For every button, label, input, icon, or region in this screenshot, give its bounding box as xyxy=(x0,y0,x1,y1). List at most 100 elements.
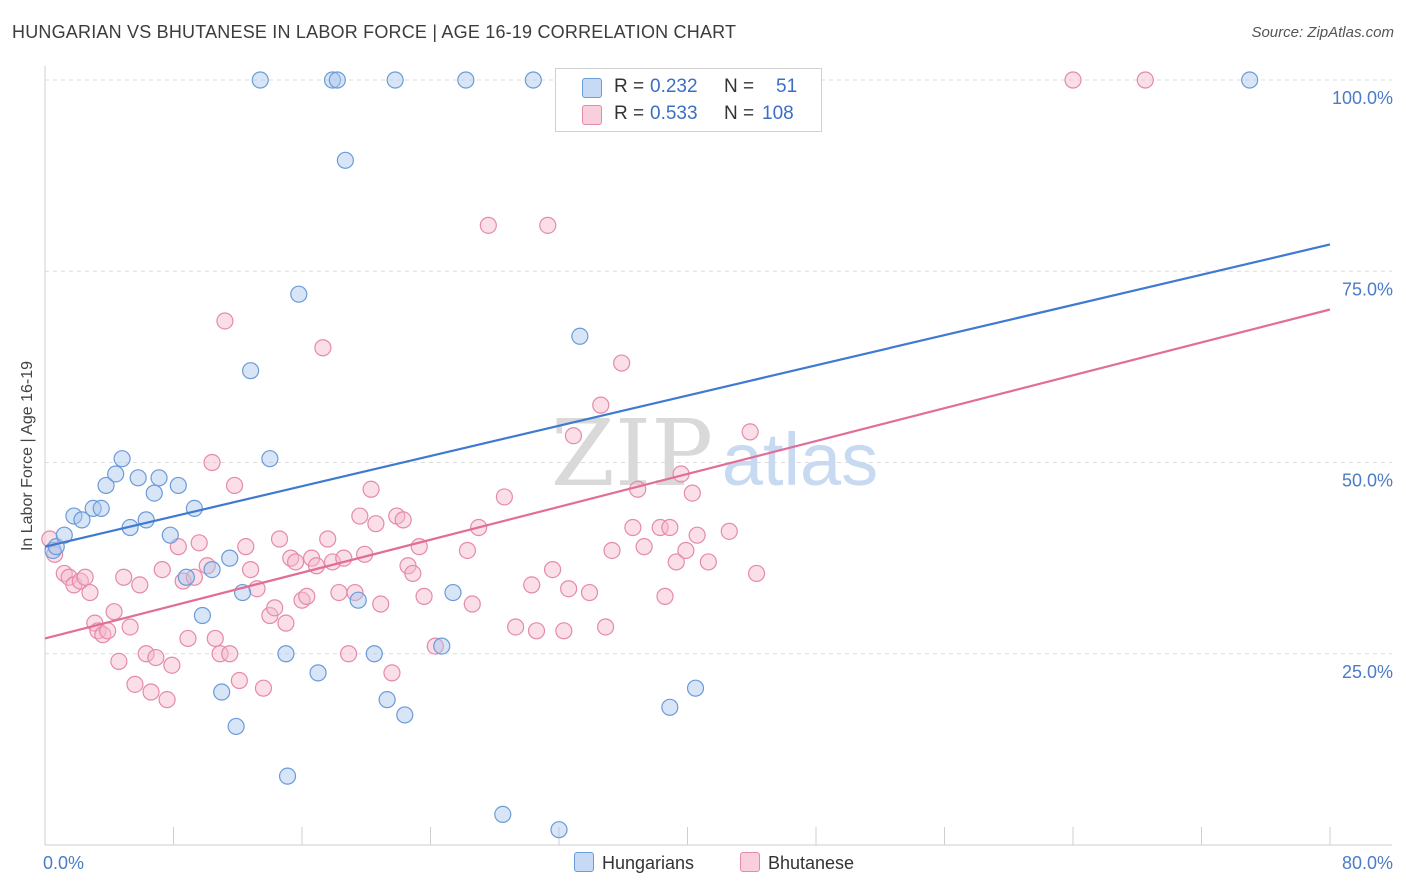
bhutanese-point xyxy=(362,480,380,498)
bhutanese-point xyxy=(110,652,128,671)
y-tick-label: 25.0% xyxy=(1342,662,1393,682)
bhutanese-point xyxy=(463,595,481,613)
bhutanese-point xyxy=(225,476,244,495)
bhutanese-point xyxy=(81,583,99,602)
bhutanese-swatch xyxy=(582,105,602,125)
bhutanese-point xyxy=(596,618,615,636)
hungarian-point xyxy=(145,484,163,502)
bhutanese-point xyxy=(661,518,679,537)
bhutanese-point xyxy=(699,553,717,571)
hungarian-point xyxy=(290,285,308,303)
hungarian-point xyxy=(65,507,83,525)
bhutanese-point xyxy=(635,538,653,556)
bhutanese-point xyxy=(121,618,139,636)
bhutanese-legend-label: Bhutanese xyxy=(768,853,855,873)
bhutanese-point xyxy=(131,576,149,594)
bhutanese-point xyxy=(142,683,160,701)
hungarians-legend-label: Hungarians xyxy=(602,853,695,873)
bhutanese-point xyxy=(592,396,610,414)
bhutanese-point xyxy=(330,583,348,602)
legend-item-hungarians[interactable]: Hungarians xyxy=(574,852,694,874)
bhutanese-point xyxy=(153,560,171,579)
hungarian-point xyxy=(92,499,110,517)
bhutanese-point xyxy=(651,518,669,537)
bhutanese-point xyxy=(203,453,221,472)
bhutanese-point xyxy=(237,538,255,556)
hungarian-point xyxy=(185,499,203,517)
hungarian-point xyxy=(242,362,260,380)
bhutanese-point xyxy=(266,599,284,617)
r-label: R = xyxy=(614,103,645,124)
bhutanese-point xyxy=(564,427,583,445)
bhutanese-point xyxy=(179,629,197,648)
x-tick-label: 80.0% xyxy=(1342,853,1393,873)
hungarian-point xyxy=(169,476,187,495)
hungarian-point xyxy=(349,591,367,609)
bhutanese-point xyxy=(254,679,273,697)
hungarian-point xyxy=(571,327,589,345)
hungarian-point xyxy=(137,511,155,529)
hungarian-point xyxy=(309,664,327,682)
bhutanese-point xyxy=(76,568,94,586)
y-tick-label: 75.0% xyxy=(1342,279,1393,299)
hungarian-point xyxy=(97,476,115,495)
hungarians-legend-swatch xyxy=(574,852,594,872)
bhutanese-n-value: 108 xyxy=(762,103,794,124)
hungarian-point xyxy=(277,645,295,663)
hungarian-point xyxy=(433,637,451,655)
bhutanese-point xyxy=(523,576,541,594)
bhutanese-point xyxy=(339,645,358,663)
y-tick-label: 50.0% xyxy=(1342,471,1393,491)
bhutanese-point xyxy=(720,522,738,540)
hungarians-swatch xyxy=(582,78,602,98)
hungarian-point xyxy=(213,683,231,701)
hungarian-point xyxy=(494,805,512,824)
hungarian-point xyxy=(661,698,679,716)
x-tick-label: 0.0% xyxy=(43,853,84,873)
hungarian-point xyxy=(365,645,383,663)
bhutanese-point xyxy=(190,534,208,552)
bhutanese-point xyxy=(137,645,155,663)
bhutanese-point xyxy=(667,553,685,571)
chart-title: HUNGARIAN VS BHUTANESE IN LABOR FORCE | … xyxy=(12,22,737,42)
bhutanese-point xyxy=(314,339,332,357)
hungarian-point xyxy=(386,71,404,89)
hungarian-point xyxy=(524,71,542,89)
n-label: N = xyxy=(724,76,755,97)
source-label: Source: ZipAtlas.com xyxy=(1251,24,1394,41)
bhutanese-point xyxy=(555,622,573,640)
y-tick-label: 100.0% xyxy=(1332,88,1393,108)
trend-lines xyxy=(44,243,1331,640)
bhutanese-point xyxy=(404,564,422,583)
bhutanese-point xyxy=(683,484,701,502)
hungarian-point xyxy=(113,450,131,468)
bhutanese-point xyxy=(415,587,433,605)
hungarians-n-value: 51 xyxy=(776,76,798,97)
bhutanese-point xyxy=(298,587,316,605)
hungarian-point xyxy=(107,465,125,483)
hungarian-point xyxy=(161,526,179,544)
bhutanese-point xyxy=(479,216,497,234)
bhutanese-point xyxy=(163,656,181,674)
hungarian-point xyxy=(129,469,147,487)
hungarian-point xyxy=(203,560,221,579)
hungarian-point xyxy=(686,679,705,697)
bhutanese-legend-swatch xyxy=(740,852,760,872)
legend-item-bhutanese[interactable]: Bhutanese xyxy=(740,852,854,874)
bhutanese-point xyxy=(580,583,599,602)
hungarian-point xyxy=(396,706,414,724)
tick-labels: 25.0% 50.0% 75.0% 100.0% 0.0% 80.0% xyxy=(43,88,1393,873)
hungarian-point xyxy=(278,767,297,785)
hungarian-point xyxy=(1241,71,1259,89)
gridlines xyxy=(45,79,1392,655)
bhutanese-point xyxy=(351,507,369,525)
bhutanese-point xyxy=(1136,71,1154,89)
bhutanese-point xyxy=(242,560,260,579)
bhutanese-point xyxy=(539,216,557,234)
hungarian-point xyxy=(177,568,195,586)
bhutanese-point xyxy=(383,664,401,682)
hungarian-point xyxy=(227,717,245,736)
bhutanese-point xyxy=(603,541,621,560)
axes xyxy=(44,66,1392,846)
stats-legend: R = 0.232 N = 51 R = 0.533 N = 108 xyxy=(555,68,822,132)
